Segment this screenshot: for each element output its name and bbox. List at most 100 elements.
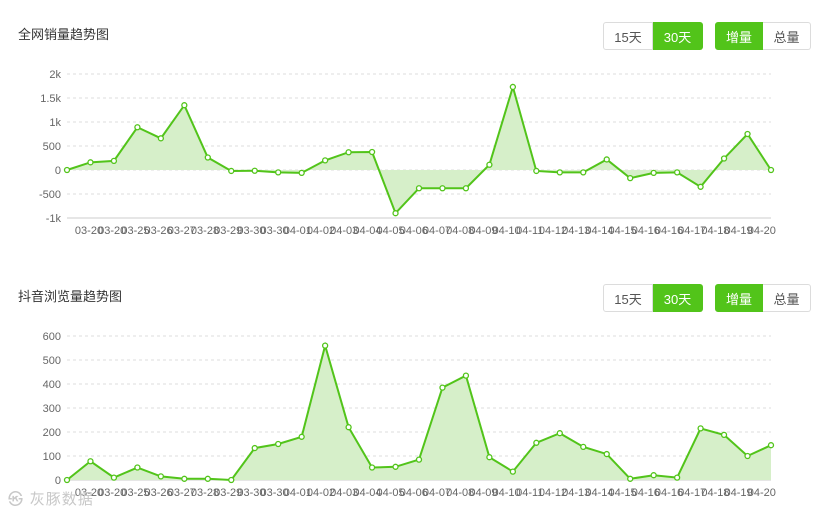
30-days-button[interactable]: 30天 [653,22,703,50]
days-toggle-group: 15天 30天 [603,22,703,50]
x-tick-label: 03-25 [121,487,149,499]
data-point [462,372,470,379]
x-tick-label: 04-12 [539,225,567,237]
x-tick-label: 03-26 [145,225,173,237]
total-button[interactable]: 总量 [763,22,811,50]
increment-button[interactable]: 增量 [715,284,763,312]
data-point [603,156,610,163]
x-tick-label: 04-02 [307,487,335,499]
data-point [275,169,282,176]
data-point [627,175,634,182]
data-point [228,476,235,484]
x-tick-label: 04-17 [678,487,706,499]
15-days-button[interactable]: 15天 [603,284,653,312]
series-area [67,345,771,480]
data-point [720,155,728,162]
y-tick-label: 500 [43,141,61,153]
x-tick-label: 04-04 [353,487,381,499]
data-point [697,425,704,432]
data-point [321,342,329,349]
data-point [392,463,399,470]
data-point [533,439,540,446]
x-tick-label: 03-25 [121,225,149,237]
data-point [673,474,681,481]
x-tick-label: 03-30 [261,487,289,499]
data-point [63,476,71,484]
increment-button[interactable]: 增量 [715,22,763,50]
data-point [134,464,141,471]
x-tick-label: 04-18 [701,225,729,237]
data-point [87,458,94,465]
mode-toggle-group: 增量 总量 [715,284,811,312]
x-tick-label: 04-09 [469,225,497,237]
15-days-button[interactable]: 15天 [603,22,653,50]
watermark-text: 灰豚数据 [29,490,94,508]
x-tick-label: 04-08 [446,225,474,237]
x-tick-label: 04-07 [423,487,451,499]
data-point [556,169,563,176]
data-point [110,474,118,481]
data-point [181,102,188,109]
data-point [368,464,376,471]
x-tick-label: 04-09 [469,487,497,499]
x-tick-label: 04-12 [539,487,567,499]
x-tick-label: 04-01 [284,225,312,237]
x-tick-label: 03-29 [214,487,242,499]
x-tick-label: 04-05 [377,225,405,237]
data-point [204,475,211,482]
data-point [228,167,235,175]
data-point [392,210,399,217]
x-tick-label: 04-08 [446,487,474,499]
data-point [251,167,258,174]
y-tick-label: 100 [43,451,61,463]
data-point [580,443,587,451]
x-tick-label: 04-10 [493,225,521,237]
y-tick-label: 200 [43,427,61,439]
x-tick-label: 04-16 [655,225,683,237]
views-trend-chart: 010020030040050060003-2003-2003-2503-260… [43,331,776,499]
views-trend-panel: 抖音浏览量趋势图 15天 30天 增量 总量 0 100 200 300 400 500 6… [0,262,830,517]
y-tick-label: 600 [43,331,61,343]
x-tick-label: 04-13 [562,487,590,499]
x-tick-label: 04-10 [493,487,521,499]
y-tick-label: 400 [43,379,61,391]
x-tick-label: 04-06 [400,487,428,499]
data-point [298,433,305,440]
x-tick-label: 04-14 [585,225,613,237]
data-point [556,430,563,437]
total-button[interactable]: 总量 [763,284,811,312]
y-tick-label: 1k [49,117,61,129]
data-point [439,185,446,192]
data-point [275,440,282,448]
days-toggle-group: 15天 30天 [603,284,703,312]
x-tick-label: 04-18 [701,487,729,499]
x-tick-label: 04-15 [609,225,637,237]
y-tick-label: 0 [55,165,61,177]
series-area [67,86,771,214]
x-tick-label: 04-03 [330,225,358,237]
data-point [673,169,681,176]
data-point [767,166,775,174]
x-tick-label: 04-11 [516,225,543,237]
x-tick-label: 04-06 [400,225,428,237]
30-days-button[interactable]: 30天 [653,284,703,312]
x-tick-label: 04-07 [423,225,451,237]
x-tick-label: 04-19 [725,487,753,499]
y-tick-label: 0 [55,475,61,487]
data-point [509,468,517,475]
x-tick-label: 03-30 [237,225,265,237]
data-point [87,159,94,166]
y-tick-label: 2k [49,69,61,81]
watermark-icon: ㉿ [8,490,25,508]
x-tick-label: 04-17 [678,225,706,237]
data-point [298,169,305,177]
x-tick-label: 04-01 [284,487,312,499]
data-point [627,475,634,482]
data-point [415,456,423,463]
y-tick-label: -500 [39,189,61,201]
x-tick-label: 04-03 [330,487,358,499]
x-tick-label: 04-20 [748,225,776,237]
chart-title: 全网销量趋势图 [18,27,110,42]
data-point [533,167,540,175]
data-point [650,169,657,177]
